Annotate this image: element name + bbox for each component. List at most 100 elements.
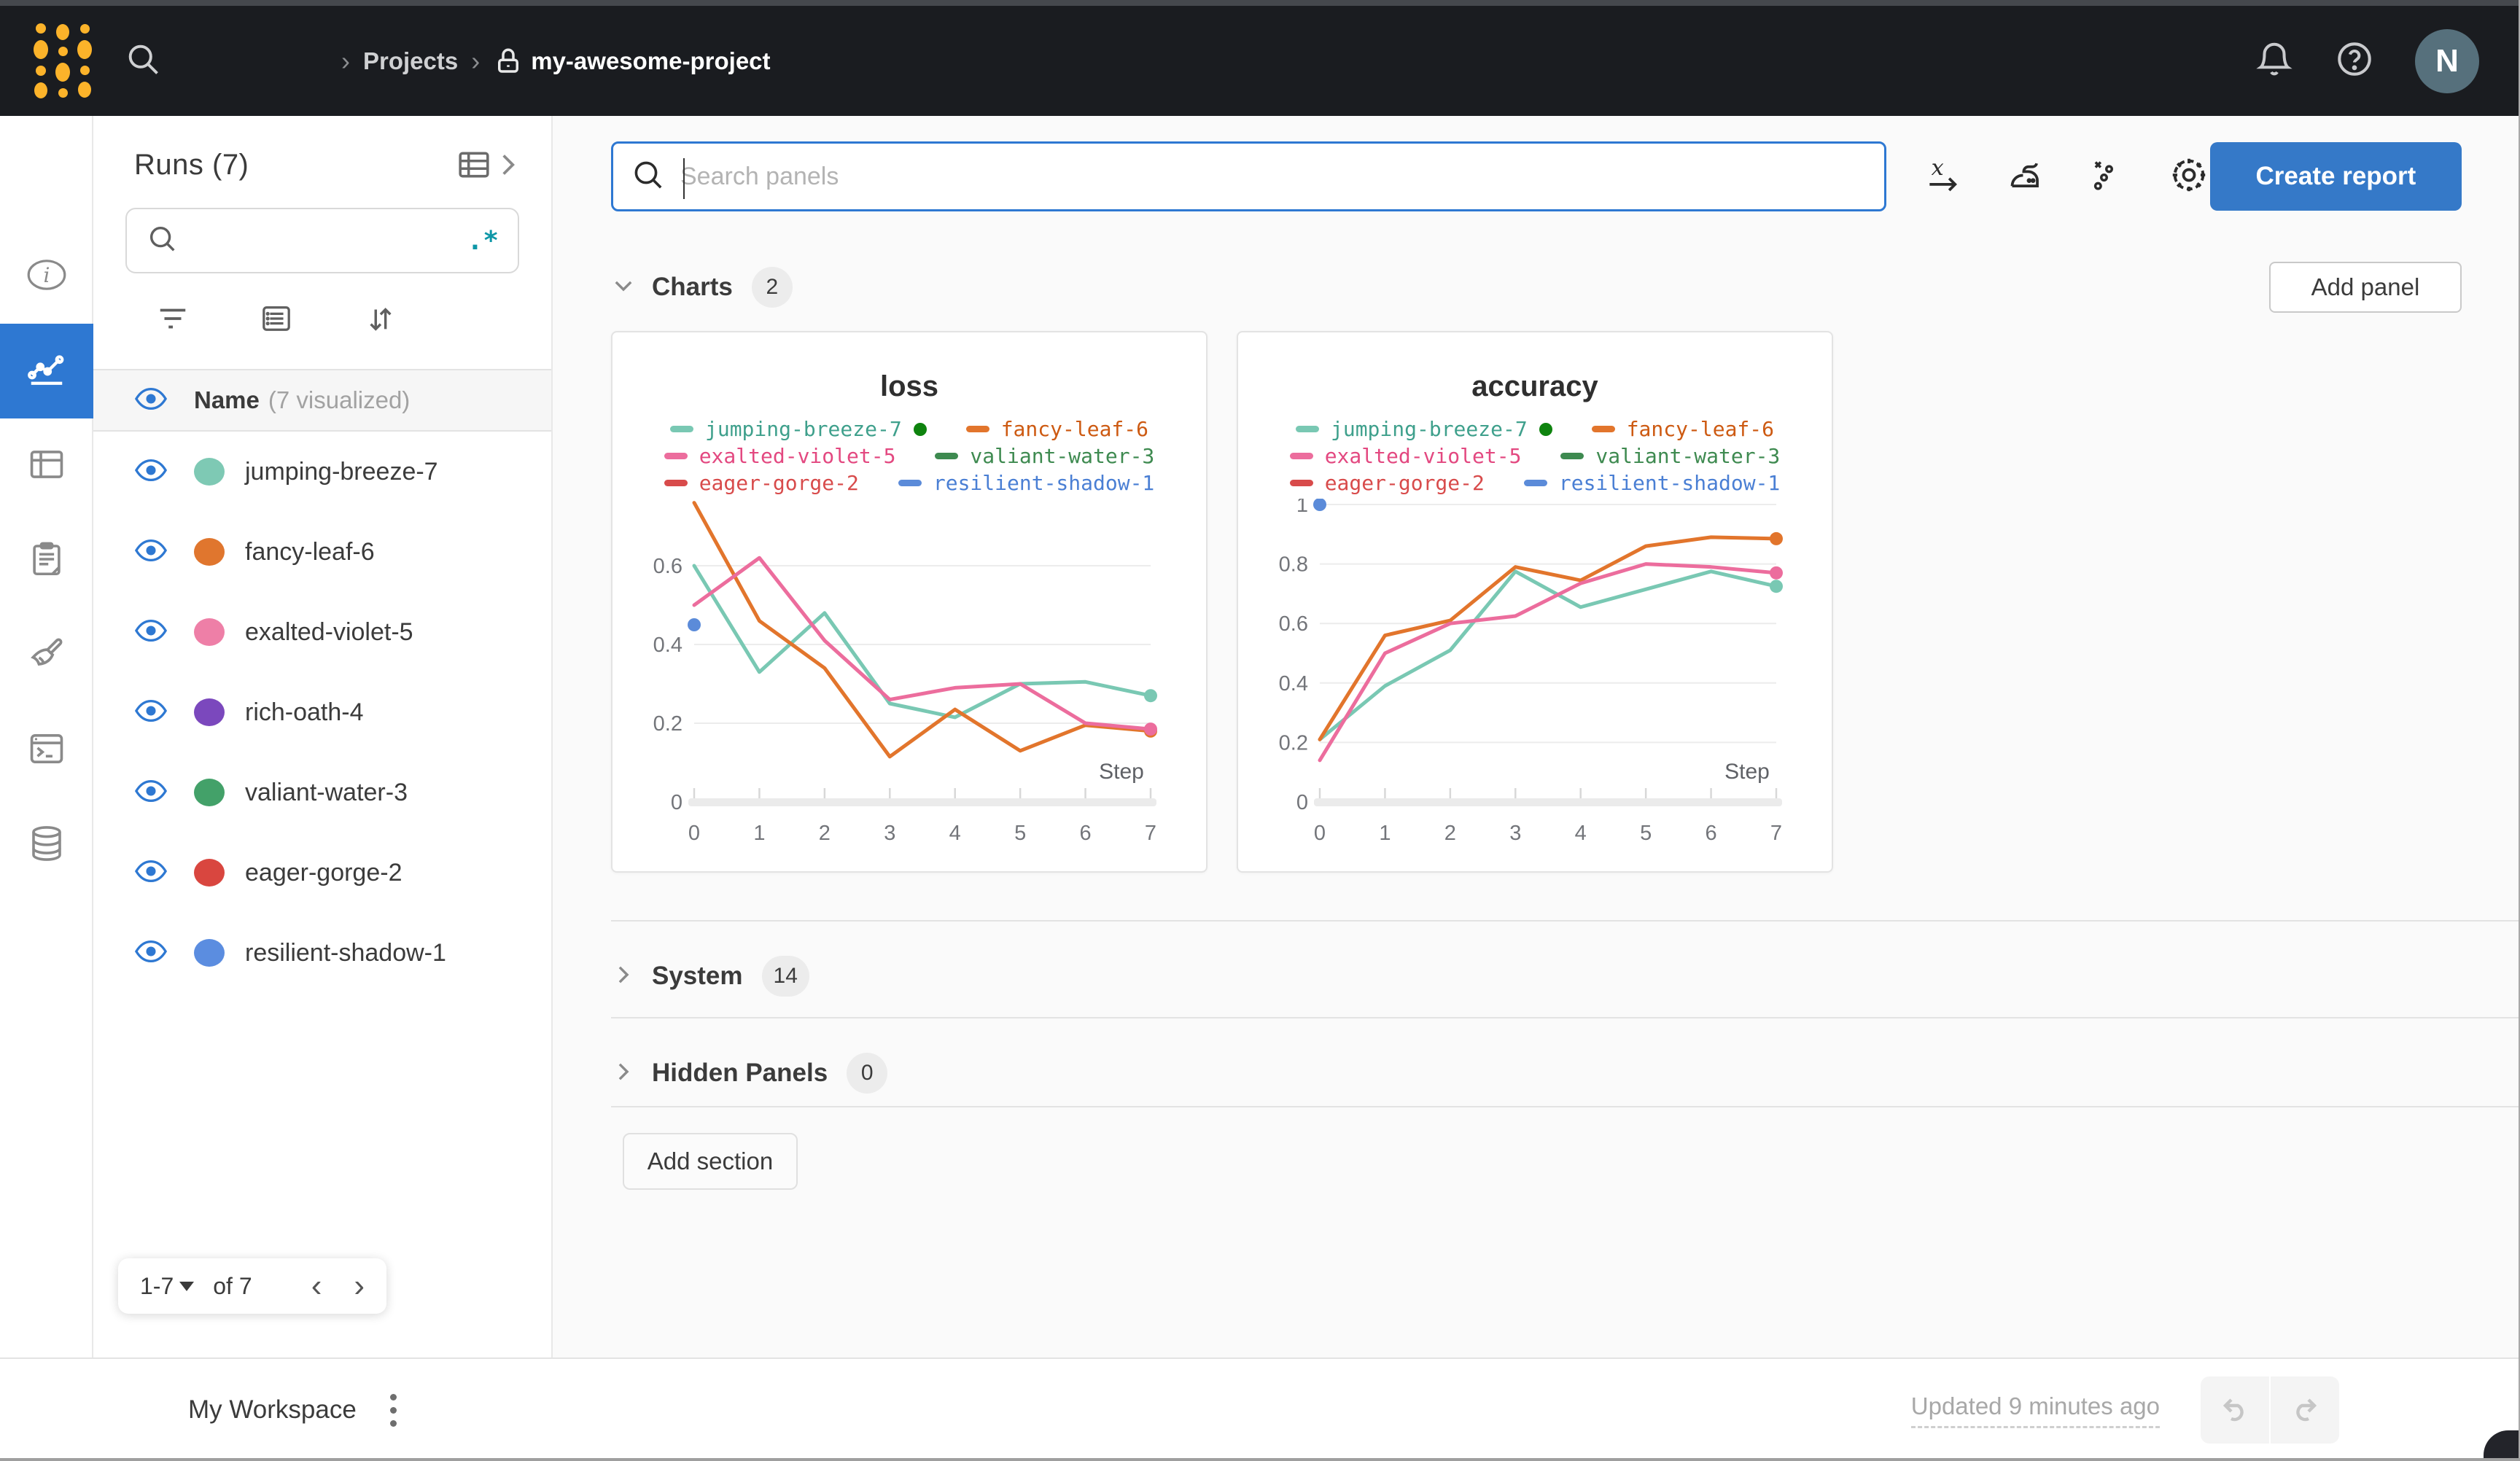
eye-icon[interactable]: [134, 386, 168, 415]
eye-icon[interactable]: [134, 939, 168, 967]
regex-toggle[interactable]: .*: [467, 225, 499, 256]
page-range-dropdown[interactable]: 1-7: [140, 1273, 195, 1300]
group-icon[interactable]: [260, 303, 293, 338]
run-row[interactable]: fancy-leaf-6: [93, 512, 551, 592]
rail-reports-tab[interactable]: [0, 513, 93, 608]
run-name-label[interactable]: exalted-violet-5: [245, 617, 413, 646]
legend-item[interactable]: valiant-water-3: [935, 444, 1154, 468]
accuracy-chart-panel[interactable]: accuracy jumping-breeze-7 fancy-leaf-6 exal…: [1237, 331, 1833, 873]
chart-plot[interactable]: 0 0.2 0.4 0.6 0 1 2 3 4 5 6 7 Step: [612, 499, 1208, 856]
workspace-title[interactable]: My Workspace: [188, 1395, 357, 1424]
runs-search-input[interactable]: .*: [125, 208, 519, 273]
undo-button[interactable]: [2201, 1376, 2271, 1444]
rail-artifacts-tab[interactable]: [0, 798, 93, 892]
run-list: jumping-breeze-7 fancy-leaf-6 exalted-viol…: [93, 432, 578, 993]
legend-item[interactable]: jumping-breeze-7: [1295, 417, 1552, 441]
run-name-label[interactable]: fancy-leaf-6: [245, 537, 375, 566]
svg-text:Step: Step: [1099, 760, 1144, 784]
legend-item[interactable]: fancy-leaf-6: [965, 417, 1148, 441]
legend-item[interactable]: eager-gorge-2: [664, 471, 859, 495]
charts-section-label[interactable]: Charts: [652, 273, 733, 301]
eye-icon[interactable]: [134, 538, 168, 566]
runs-table-icon: [459, 152, 489, 178]
run-color-dot: [194, 779, 225, 806]
svg-text:7: 7: [1770, 822, 1782, 845]
run-name-label[interactable]: eager-gorge-2: [245, 858, 402, 887]
legend-item[interactable]: exalted-violet-5: [664, 444, 896, 468]
rail-sweeps-tab[interactable]: [0, 608, 93, 703]
svg-text:0: 0: [1296, 791, 1308, 814]
breadcrumb: › Projects › my-awesome-project: [328, 46, 771, 77]
breadcrumb-projects-link[interactable]: Projects: [363, 47, 459, 74]
rail-workspace-tab[interactable]: [0, 324, 93, 418]
run-row[interactable]: rich-oath-4: [93, 672, 551, 752]
panel-search-box: [611, 141, 1886, 211]
run-name-label[interactable]: rich-oath-4: [245, 698, 364, 726]
bell-icon[interactable]: [2255, 39, 2294, 82]
run-name-label[interactable]: jumping-breeze-7: [245, 457, 438, 486]
help-icon[interactable]: [2335, 39, 2374, 82]
legend-item[interactable]: jumping-breeze-7: [669, 417, 927, 441]
sort-icon[interactable]: [363, 303, 397, 338]
outliers-icon[interactable]: [2086, 155, 2127, 199]
x-axis-icon[interactable]: x: [1923, 155, 1964, 199]
hidden-panels-collapse-chevron-icon[interactable]: [611, 1059, 636, 1088]
prev-page-button[interactable]: ‹: [311, 1268, 322, 1304]
wandb-logo[interactable]: [34, 23, 96, 98]
chart-plot[interactable]: 0 0.2 0.4 0.6 0.8 1 0 1 2 3 4 5 6 7 Step: [1238, 499, 1833, 856]
hidden-panels-section-label[interactable]: Hidden Panels: [652, 1059, 828, 1087]
redo-button[interactable]: [2271, 1376, 2339, 1444]
eye-icon[interactable]: [134, 698, 168, 727]
system-collapse-chevron-icon[interactable]: [611, 962, 636, 991]
legend-swatch: [669, 426, 693, 432]
legend-item[interactable]: exalted-violet-5: [1289, 444, 1521, 468]
eye-icon[interactable]: [134, 458, 168, 486]
legend-item[interactable]: valiant-water-3: [1560, 444, 1780, 468]
legend-item[interactable]: fancy-leaf-6: [1591, 417, 1774, 441]
eye-icon[interactable]: [134, 859, 168, 887]
system-section-label[interactable]: System: [652, 962, 743, 990]
run-row[interactable]: exalted-violet-5: [93, 592, 551, 672]
charts-collapse-chevron-icon[interactable]: [611, 273, 636, 302]
eye-icon[interactable]: [134, 618, 168, 647]
panel-search-input[interactable]: [680, 162, 1867, 191]
smoothing-iron-icon[interactable]: [2004, 155, 2045, 199]
run-name-label[interactable]: valiant-water-3: [245, 778, 408, 806]
loss-chart-panel[interactable]: loss jumping-breeze-7 fancy-leaf-6 exalted-…: [611, 331, 1208, 873]
expand-runs-table-button[interactable]: [455, 148, 519, 182]
run-row[interactable]: eager-gorge-2: [93, 833, 551, 913]
rail-overview-tab[interactable]: i: [0, 229, 93, 324]
run-name-label[interactable]: resilient-shadow-1: [245, 938, 446, 967]
avatar[interactable]: N: [2415, 28, 2479, 93]
create-report-button[interactable]: Create report: [2209, 142, 2462, 211]
legend-item[interactable]: resilient-shadow-1: [898, 471, 1154, 495]
chevron-right-icon: [502, 155, 515, 175]
rail-logs-tab[interactable]: [0, 703, 93, 798]
add-section-button[interactable]: Add section: [623, 1133, 798, 1190]
kebab-icon[interactable]: [389, 1393, 397, 1427]
run-row[interactable]: valiant-water-3: [93, 752, 551, 833]
add-panel-button[interactable]: Add panel: [2269, 262, 2462, 313]
svg-text:0: 0: [1314, 822, 1326, 845]
breadcrumb-chevron-icon: ›: [341, 45, 350, 76]
svg-text:4: 4: [1575, 822, 1587, 845]
search-icon: [631, 157, 666, 196]
runs-column-header[interactable]: Name (7 visualized): [93, 369, 551, 432]
rail-runs-table-tab[interactable]: [0, 418, 93, 513]
legend-item[interactable]: eager-gorge-2: [1289, 471, 1485, 495]
legend-swatch: [935, 453, 959, 459]
breadcrumb-project-link[interactable]: my-awesome-project: [531, 47, 771, 74]
next-page-button[interactable]: ›: [354, 1268, 365, 1304]
filter-icon[interactable]: [156, 304, 190, 337]
run-row[interactable]: jumping-breeze-7: [93, 432, 578, 512]
legend-swatch: [1295, 426, 1319, 432]
legend-item[interactable]: resilient-shadow-1: [1523, 471, 1780, 495]
eye-icon[interactable]: [134, 779, 168, 807]
global-search-icon[interactable]: [124, 40, 162, 82]
gear-icon[interactable]: [2168, 154, 2210, 200]
run-color-dot: [194, 618, 225, 646]
table-icon: [26, 446, 67, 486]
run-row[interactable]: resilient-shadow-1: [93, 913, 551, 993]
legend-label: exalted-violet-5: [699, 444, 896, 468]
legend-swatch: [965, 426, 989, 432]
